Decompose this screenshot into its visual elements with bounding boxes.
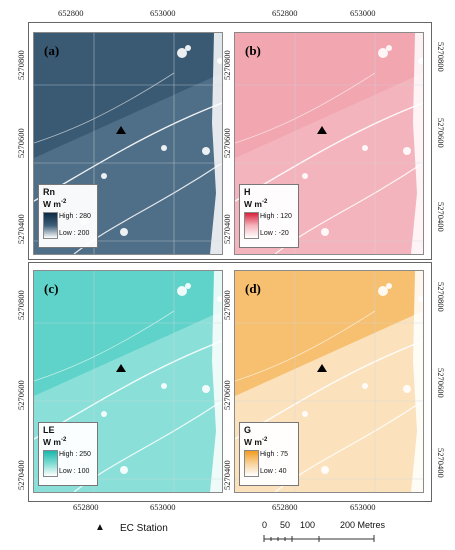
y-tick-right-d2: 5270600 xyxy=(436,368,446,398)
legend-color-ramp xyxy=(244,212,259,239)
legend-variable: G xyxy=(244,425,252,435)
legend-unit: W m-2 xyxy=(43,437,67,447)
map-panel-h: (b) H W m-2 High : 120 Low : -20 xyxy=(234,32,424,255)
legend-unit: W m-2 xyxy=(244,437,268,447)
legend: LE W m-2 High : 250 Low : 100 xyxy=(38,422,98,486)
y-tick-left-c2: 5270600 xyxy=(16,380,26,410)
legend-unit: W m-2 xyxy=(43,199,67,209)
scale-tick-0: 0 xyxy=(262,520,268,530)
map-raster xyxy=(34,33,222,254)
y-tick-left-a3: 5270400 xyxy=(16,214,26,244)
y-tick-right-b2: 5270600 xyxy=(436,118,446,148)
panel-letter: (c) xyxy=(44,281,59,296)
scale-tick-200: 200 Metres xyxy=(340,520,386,530)
legend-variable: H xyxy=(244,187,251,197)
y-tick-left-a1: 5270800 xyxy=(16,50,26,80)
x-tick-bottom-4: 653000 xyxy=(350,502,376,512)
top-row-frame xyxy=(28,22,432,260)
legend-unit-exponent: -2 xyxy=(60,199,67,206)
y-tick-right-b1: 5270800 xyxy=(436,42,446,72)
legend-high: High : 280 xyxy=(59,213,91,220)
legend-color-ramp xyxy=(244,450,259,477)
ec-station-marker xyxy=(317,126,327,134)
x-tick-top-4: 653000 xyxy=(350,8,376,18)
ec-station-marker: ▲ xyxy=(95,522,105,533)
legend: G W m-2 High : 75 Low : 40 xyxy=(239,422,299,486)
y-tick-right-b3: 5270400 xyxy=(436,202,446,232)
y-tick-right-d3: 5270400 xyxy=(436,448,446,478)
legend-unit: W m-2 xyxy=(244,199,268,209)
ec-station-marker xyxy=(317,364,327,372)
panel-letter: (b) xyxy=(245,43,261,58)
map-panel-le: (c) LE W m-2 High : 250 Low : 100 xyxy=(33,270,223,493)
scale-bar xyxy=(263,535,375,542)
legend-unit-exponent: -2 xyxy=(261,199,268,206)
scale-tick-50: 50 xyxy=(280,520,291,530)
legend-high: High : 120 xyxy=(260,213,292,220)
bottom-row-frame xyxy=(28,262,432,502)
legend-variable: Rn xyxy=(43,187,55,197)
legend-high: High : 75 xyxy=(260,451,289,458)
ec-station-marker xyxy=(116,364,126,372)
ec-station-marker xyxy=(116,126,126,134)
y-tick-left-c1: 5270800 xyxy=(16,290,26,320)
legend-unit-exponent: -2 xyxy=(261,437,268,444)
legend-color-ramp xyxy=(43,450,58,477)
scale-tick-100: 100 xyxy=(300,520,316,530)
panel-letter: (d) xyxy=(245,281,261,296)
legend: H W m-2 High : 120 Low : -20 xyxy=(239,184,299,248)
y-tick-right-d1: 5270800 xyxy=(436,282,446,312)
legend-low: Low : 40 xyxy=(260,468,287,475)
legend-low: Low : 200 xyxy=(59,230,90,237)
x-tick-bottom-1: 652800 xyxy=(73,502,99,512)
legend-unit-exponent: -2 xyxy=(60,437,67,444)
x-tick-top-1: 652800 xyxy=(58,8,84,18)
map-panel-g: (d) G W m-2 High : 75 Low : 40 xyxy=(234,270,424,493)
legend-low: Low : -20 xyxy=(260,230,289,237)
panel-letter: (a) xyxy=(44,43,60,58)
x-tick-top-2: 653000 xyxy=(150,8,176,18)
map-panel-rn: (a) Rn W m-2 High : 280 Low : 200 xyxy=(33,32,223,255)
x-tick-bottom-2: 653000 xyxy=(150,502,176,512)
y-tick-left-c3: 5270400 xyxy=(16,460,26,490)
legend-high: High : 250 xyxy=(59,451,91,458)
legend-low: Low : 100 xyxy=(59,468,90,475)
y-tick-left-a2: 5270600 xyxy=(16,128,26,158)
ec-station-label: EC Station xyxy=(120,523,168,534)
x-tick-top-3: 652800 xyxy=(272,8,298,18)
legend: Rn W m-2 High : 280 Low : 200 xyxy=(38,184,98,248)
legend-variable: LE xyxy=(43,425,55,435)
x-tick-bottom-3: 652800 xyxy=(272,502,298,512)
map-raster xyxy=(235,33,423,254)
legend-color-ramp xyxy=(43,212,58,239)
